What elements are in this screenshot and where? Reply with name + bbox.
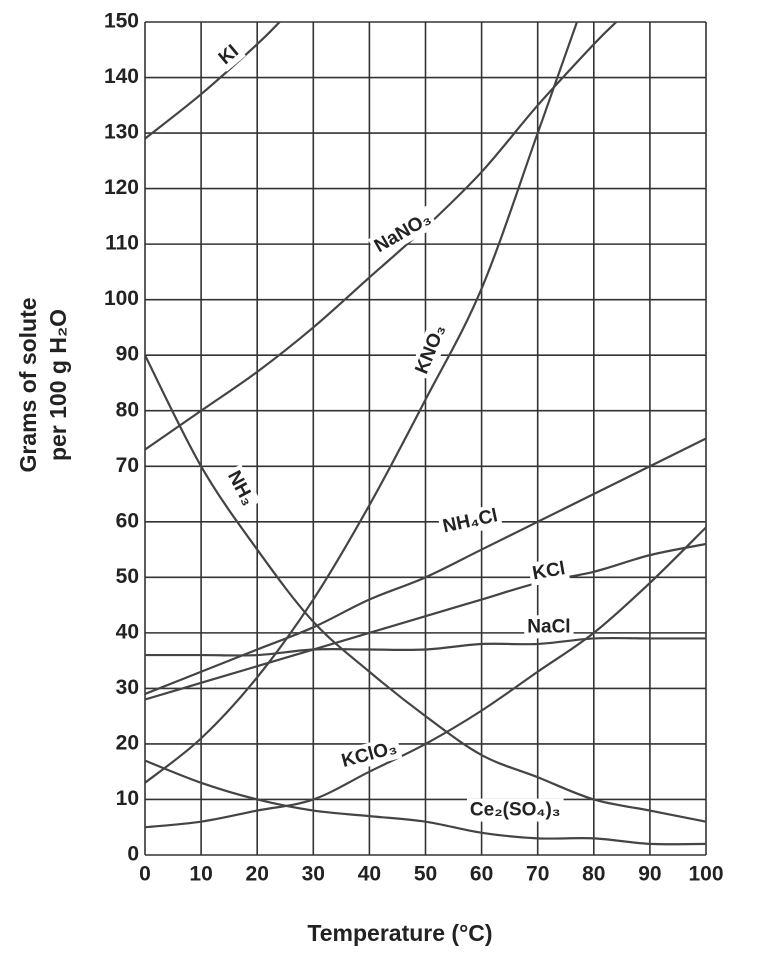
x-tick-label: 100 (688, 863, 723, 886)
y-axis-title-line: Grams of solute (15, 297, 41, 472)
y-tick-label: 30 (116, 676, 139, 699)
y-tick-label: 140 (104, 65, 139, 88)
curve-label-group: Ce₂(SO₄)₃ (466, 798, 564, 822)
x-tick-label: 50 (414, 863, 437, 886)
y-tick-label: 110 (105, 232, 139, 255)
curve (145, 759, 707, 846)
x-tick-label: 10 (189, 863, 212, 886)
curve-label-group: NH₄Cl (437, 503, 503, 539)
y-tick-label: 50 (116, 565, 139, 588)
x-tick-label: 40 (358, 863, 381, 886)
curve (145, 21, 281, 140)
curve (145, 21, 579, 784)
curve (145, 636, 706, 657)
curve (145, 354, 707, 823)
y-tick-label: 120 (104, 176, 139, 199)
x-tick-label: 80 (582, 863, 605, 886)
curve-label-group: NaNO₃ (367, 205, 438, 260)
grid: 0 10 20 30 40 50 60 70 80 90 100 110 120 130 140 150 0 10… (104, 10, 724, 886)
curve-label-bg (437, 503, 503, 539)
curve (145, 21, 618, 451)
x-tick-label: 0 (139, 863, 151, 886)
y-tick-label: 100 (104, 287, 139, 310)
y-tick-label: 150 (104, 10, 139, 33)
x-tick-label: 70 (526, 863, 549, 886)
curve-label-group: KNO₃ (409, 318, 453, 381)
curve-label-bg (367, 205, 438, 260)
curves (145, 21, 707, 846)
curve-label-bg (211, 38, 246, 72)
y-tick-label: 90 (116, 343, 139, 366)
curve-label-group: NaCl (524, 615, 574, 639)
curve-label-bg (409, 318, 453, 381)
x-axis-title: Temperature (°C) (307, 920, 492, 946)
y-tick-label: 10 (116, 787, 139, 810)
curve-label: KI (215, 41, 243, 69)
y-tick-label: 40 (116, 620, 139, 643)
curve-label-bg (524, 615, 574, 639)
y-tick-label: 20 (116, 731, 139, 754)
curve (145, 526, 707, 829)
x-tick-label: 20 (246, 863, 269, 886)
y-tick-label: 70 (116, 454, 139, 477)
y-axis-title-line: per 100 g H₂O (45, 309, 71, 461)
curve-label: KNO₃ (411, 322, 450, 377)
x-tick-label: 90 (638, 863, 661, 886)
curve-label: Ce₂(SO₄)₃ (470, 800, 561, 821)
curve-label-bg (527, 556, 570, 586)
y-tick-label: 60 (116, 509, 139, 532)
curve-label-group: KI (211, 38, 246, 72)
curve-label-group: KCl (527, 556, 570, 586)
curve-label-bg (336, 735, 403, 774)
y-axis-title: Grams of solute per 100 g H₂O (15, 297, 71, 472)
curve-label: NaCl (527, 616, 570, 637)
x-tick-label: 60 (470, 863, 493, 886)
y-tick-label: 130 (104, 121, 139, 144)
curve (145, 542, 707, 701)
curve-label-bg (466, 798, 564, 822)
y-tick-label: 80 (116, 398, 139, 421)
x-tick-label: 30 (302, 863, 325, 886)
curve-label-bg (220, 464, 261, 513)
y-tick-label: 0 (127, 843, 139, 866)
